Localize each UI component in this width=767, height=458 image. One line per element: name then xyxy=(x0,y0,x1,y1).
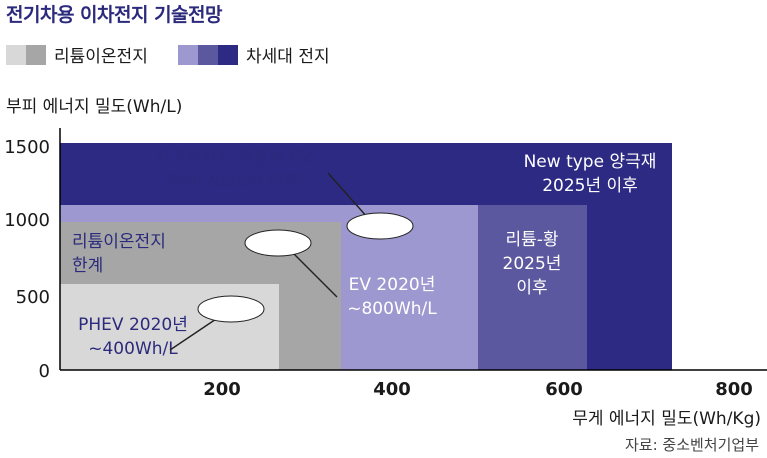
x-tick-label-400: 400 xyxy=(373,379,411,400)
region-label-3: EV 2020년 ~800Wh/L xyxy=(347,275,437,319)
legend-label-next-gen: 차세대 전지 xyxy=(246,47,330,67)
x-tick-label-200: 200 xyxy=(203,379,241,400)
region-label-line: New type 양극재 xyxy=(524,152,657,172)
callout-marker-1 xyxy=(244,229,312,257)
callout-marker-0 xyxy=(346,212,414,240)
legend-swatch-light-purple xyxy=(178,44,198,65)
region-label-line: 2025년 이후 xyxy=(542,176,638,196)
x-tick-label-600: 600 xyxy=(545,379,583,400)
legend-swatch-purple xyxy=(198,44,218,65)
region-label-0: New type 양극재 2025년 이후 xyxy=(524,152,657,196)
region-label-line: EV 2020년 xyxy=(349,275,436,295)
region-label-line: 양산(2020년 이후) xyxy=(166,172,306,192)
region-label-line: PHEV 2020년 xyxy=(78,315,188,335)
legend-swatch-light-gray xyxy=(6,44,26,65)
callout-marker-2 xyxy=(197,295,265,323)
y-axis-label: 부피 에너지 밀도(Wh/L) xyxy=(6,97,183,117)
legend-swatch-gray xyxy=(26,44,46,65)
legend-item-next-gen: 차세대 전지 xyxy=(178,42,330,67)
legend-item-li-ion: 리튬이온전지 xyxy=(6,42,148,67)
callout-leader-0 xyxy=(327,172,369,219)
region-label-line: 2025년 xyxy=(503,254,562,274)
region-label-5: PHEV 2020년 ~400Wh/L xyxy=(78,315,188,359)
x-tick-label-800: 800 xyxy=(715,379,753,400)
region-label-line: ~400Wh/L xyxy=(88,339,178,359)
region-label-2: 전고체전지 채용된 EV, 양산(2020년 이후) xyxy=(154,148,318,192)
callout-leader-1 xyxy=(289,249,338,298)
region-label-line: 전고체전지 채용된 EV, xyxy=(154,148,318,168)
region-label-line: ~800Wh/L xyxy=(347,299,437,319)
y-tick-label-0: 0 xyxy=(39,361,50,382)
chart-title: 전기차용 이차전지 기술전망 xyxy=(6,4,223,26)
x-axis-label: 무게 에너지 밀도(Wh/Kg) xyxy=(572,409,761,429)
y-tick-label-1000: 1000 xyxy=(4,210,50,231)
source-note: 자료: 중소벤처기업부 xyxy=(624,436,759,454)
y-tick-label-1500: 1500 xyxy=(4,137,50,158)
region-label-line: 리튬-황 xyxy=(505,230,558,250)
legend-label-li-ion: 리튬이온전지 xyxy=(54,47,148,67)
region-label-line: 이후 xyxy=(516,278,547,298)
y-tick-label-500: 500 xyxy=(16,287,50,308)
region-label-line: 리튬이온전지 xyxy=(72,232,166,252)
legend-swatch-navy xyxy=(218,44,238,65)
region-label-line: 한계 xyxy=(72,256,103,276)
